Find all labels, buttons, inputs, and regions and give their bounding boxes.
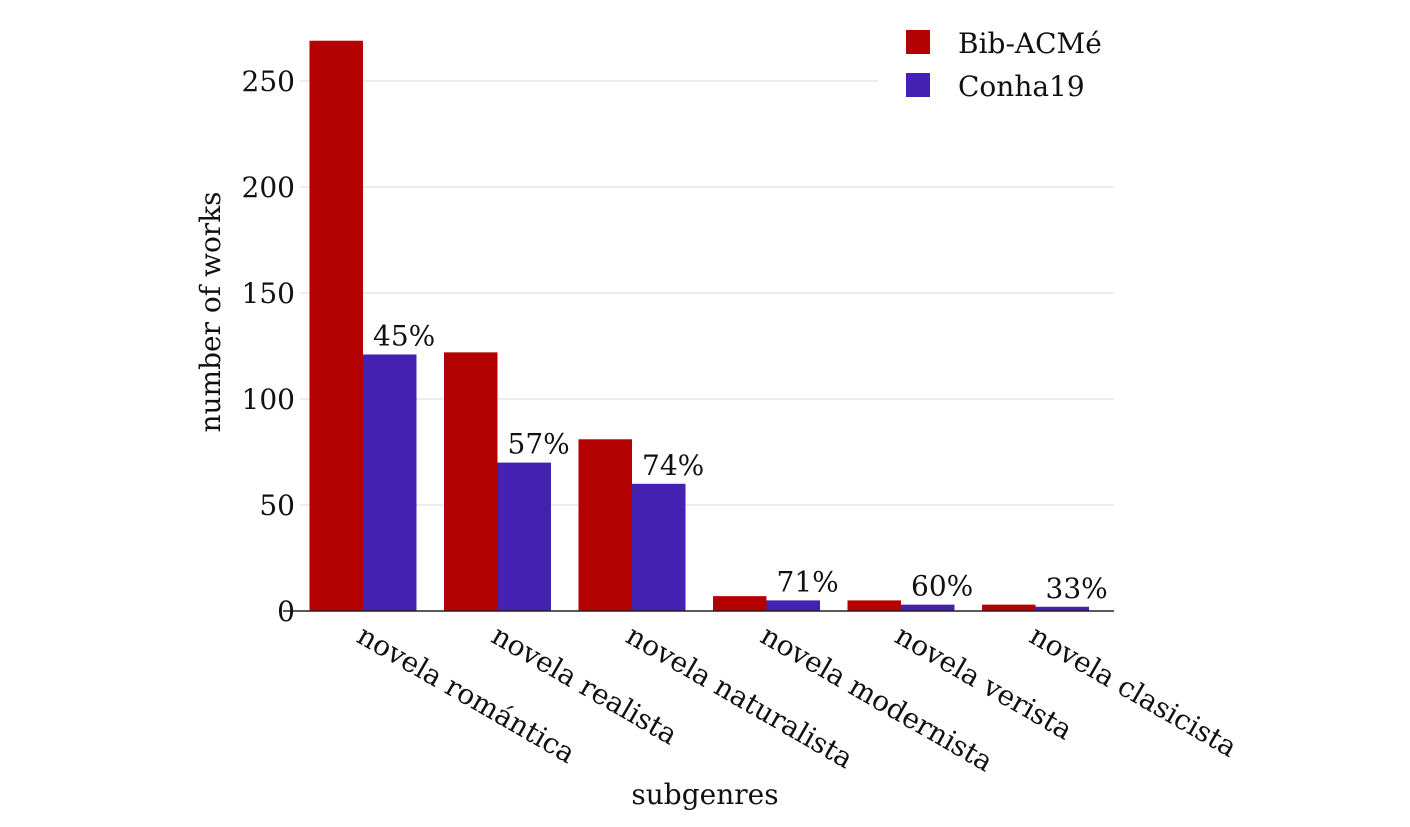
x-axis-title: subgenres <box>631 778 778 811</box>
bar-value-label: 45% <box>373 319 435 352</box>
bar-conha19 <box>901 604 955 611</box>
y-tick-label: 150 <box>242 277 295 310</box>
bar-value-label: 33% <box>1046 572 1108 605</box>
bar-value-label: 71% <box>777 565 839 598</box>
bars <box>309 40 1089 612</box>
x-tick-label: novela romántica <box>352 618 581 770</box>
bar-bib-acme <box>444 352 498 611</box>
legend-label-conha19: Conha19 <box>958 70 1085 103</box>
y-tick-label: 100 <box>242 383 295 416</box>
bar-conha19 <box>497 462 551 611</box>
y-tick-label: 250 <box>242 65 295 98</box>
bar-conha19 <box>766 600 820 611</box>
bar-bib-acme <box>309 40 363 612</box>
legend: Bib-ACMé Conha19 <box>906 27 1102 103</box>
bar-conha19 <box>632 483 686 611</box>
bar-value-label: 60% <box>911 570 973 603</box>
y-tick-label: 50 <box>259 489 295 522</box>
y-axis-title: number of works <box>194 191 227 432</box>
x-tick-label: novela modernista <box>755 618 999 778</box>
legend-swatch-conha19 <box>906 73 930 97</box>
grid-lines <box>300 80 1114 506</box>
bar-conha19 <box>363 354 417 611</box>
legend-label-bib-acme: Bib-ACMé <box>958 27 1102 60</box>
x-tick-label: novela naturalista <box>621 618 859 775</box>
bar-bib-acme <box>578 439 632 611</box>
y-tick-label: 200 <box>242 171 295 204</box>
bar-bib-acme <box>847 600 901 611</box>
bar-bib-acme <box>713 596 767 611</box>
bar-conha19 <box>1035 606 1089 611</box>
y-axis-ticks: 0 50 100 150 200 250 <box>242 65 295 628</box>
bar-bib-acme <box>982 604 1036 611</box>
bar-labels: 45% 57% 74% 71% 60% 33% <box>373 319 1108 604</box>
legend-swatch-bib-acme <box>906 30 930 54</box>
y-tick-label: 0 <box>277 595 295 628</box>
bar-value-label: 57% <box>508 428 570 461</box>
bar-value-label: 74% <box>642 449 704 482</box>
